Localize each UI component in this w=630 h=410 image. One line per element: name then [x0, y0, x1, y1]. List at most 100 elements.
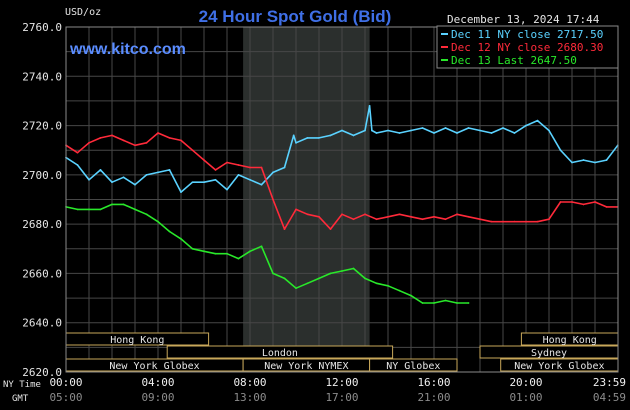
- data-point: [88, 178, 90, 181]
- data-point: [605, 205, 608, 208]
- data-point: [582, 159, 585, 161]
- data-point: [180, 238, 182, 240]
- data-point: [368, 104, 371, 107]
- data-point: [214, 252, 217, 255]
- data-point: [433, 215, 435, 218]
- data-point: [203, 181, 205, 184]
- data-point: [76, 208, 79, 211]
- ny-time-label: NY Time: [3, 380, 41, 390]
- data-point: [375, 132, 378, 134]
- data-point: [260, 166, 263, 169]
- data-point: [318, 277, 320, 280]
- data-point: [536, 220, 539, 223]
- data-point: [168, 230, 171, 233]
- data-point: [398, 132, 401, 134]
- session-bar: [369, 358, 458, 372]
- data-point: [444, 127, 447, 129]
- legend-box: [436, 25, 619, 69]
- data-point: [594, 161, 596, 164]
- x-tick-label-gmt: 04:59: [593, 391, 626, 404]
- session-label: Hong Kong: [110, 335, 164, 346]
- data-point: [99, 136, 102, 139]
- data-point: [295, 141, 297, 144]
- unit-label: USD/oz: [65, 7, 101, 18]
- y-tick-label: 2740.0: [22, 70, 62, 83]
- data-point: [456, 132, 458, 134]
- data-point: [76, 164, 79, 166]
- data-point: [157, 220, 159, 223]
- data-point: [237, 164, 240, 166]
- data-point: [548, 218, 550, 221]
- data-point: [111, 203, 113, 206]
- legend-entry: Dec 12 NY close 2680.30: [451, 41, 603, 54]
- data-point: [513, 132, 516, 134]
- y-tick-label: 2680.0: [22, 218, 62, 231]
- data-point: [387, 129, 389, 132]
- data-point: [433, 132, 435, 134]
- data-point: [318, 215, 320, 218]
- y-tick-label: 2620.0: [22, 366, 62, 379]
- session-label: Hong Kong: [543, 335, 597, 346]
- y-tick-label: 2720.0: [22, 120, 62, 133]
- data-point: [272, 272, 274, 275]
- data-point: [548, 129, 550, 132]
- session-label: New York Globex: [514, 361, 604, 372]
- data-point: [122, 203, 125, 206]
- data-point: [502, 220, 504, 223]
- series-lines: [65, 104, 619, 304]
- session-label: NY Globex: [386, 361, 440, 372]
- data-point: [559, 149, 562, 152]
- session-label: New York NYMEX: [264, 361, 348, 372]
- data-point: [444, 218, 447, 221]
- data-point: [467, 215, 470, 218]
- chart-title: 24 Hour Spot Gold (Bid): [199, 7, 392, 26]
- data-point: [536, 119, 539, 122]
- data-point: [134, 208, 136, 211]
- timestamp: December 13, 2024 17:44: [447, 13, 600, 26]
- data-point: [157, 171, 159, 174]
- data-point: [371, 129, 373, 132]
- data-point: [410, 129, 412, 132]
- data-point: [272, 171, 274, 174]
- data-point: [76, 151, 79, 154]
- data-point: [260, 245, 263, 248]
- x-tick-label-ny: 04:00: [141, 376, 174, 389]
- x-tick-label-gmt: 21:00: [417, 391, 450, 404]
- data-point: [134, 144, 136, 147]
- data-point: [352, 218, 355, 221]
- data-point: [467, 127, 470, 129]
- data-point: [375, 218, 378, 221]
- data-point: [479, 129, 481, 132]
- data-point: [502, 127, 504, 129]
- data-point: [364, 213, 366, 216]
- x-tick-label-ny: 08:00: [233, 376, 266, 389]
- data-point: [134, 183, 136, 186]
- x-tick-label-ny: 23:59: [593, 376, 626, 389]
- data-point: [226, 188, 228, 191]
- data-point: [594, 201, 596, 203]
- data-point: [145, 141, 148, 144]
- data-point: [433, 302, 435, 304]
- session-bar: [166, 345, 394, 359]
- data-point: [559, 201, 562, 203]
- data-point: [605, 159, 608, 161]
- data-point: [525, 124, 527, 127]
- legend-entry: Dec 13 Last 2647.50: [451, 54, 577, 67]
- x-tick-label-ny: 12:00: [325, 376, 358, 389]
- data-point: [329, 228, 332, 230]
- session-label: New York Globex: [109, 361, 199, 372]
- y-tick-label: 2700.0: [22, 169, 62, 182]
- data-point: [249, 178, 251, 181]
- data-point: [272, 198, 274, 201]
- data-point: [490, 132, 493, 134]
- data-point: [99, 208, 102, 211]
- y-tick-label: 2640.0: [22, 317, 62, 330]
- data-point: [122, 176, 125, 179]
- data-point: [214, 169, 217, 171]
- data-point: [191, 181, 194, 184]
- data-point: [111, 134, 113, 137]
- session-bars: Hong Kong London New York Globex New York N…: [65, 332, 619, 372]
- data-point: [168, 136, 171, 139]
- data-point: [226, 161, 228, 164]
